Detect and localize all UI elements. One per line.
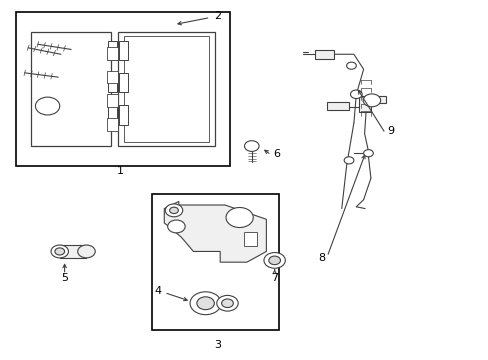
- Text: 8: 8: [317, 252, 324, 262]
- Bar: [326, 103, 348, 111]
- Bar: [107, 118, 118, 131]
- Circle shape: [346, 62, 356, 69]
- Bar: [108, 105, 117, 125]
- Circle shape: [268, 256, 280, 265]
- Text: 1: 1: [117, 166, 124, 176]
- Circle shape: [167, 220, 185, 233]
- Circle shape: [197, 297, 214, 310]
- Bar: [107, 94, 118, 107]
- Circle shape: [350, 90, 362, 99]
- Circle shape: [119, 43, 127, 49]
- Text: 5: 5: [61, 273, 68, 283]
- Circle shape: [221, 299, 233, 307]
- Circle shape: [109, 108, 116, 113]
- Text: 2: 2: [214, 12, 221, 21]
- Circle shape: [165, 204, 183, 217]
- Bar: [60, 245, 86, 258]
- Circle shape: [35, 97, 60, 115]
- Text: 7: 7: [270, 273, 278, 283]
- Bar: [314, 50, 334, 59]
- Bar: [30, 32, 111, 146]
- Text: 6: 6: [273, 149, 280, 159]
- Circle shape: [109, 75, 116, 81]
- Text: 3: 3: [214, 340, 221, 350]
- Circle shape: [55, 248, 64, 255]
- Bar: [119, 41, 127, 60]
- Circle shape: [225, 207, 253, 228]
- Circle shape: [169, 207, 178, 213]
- Circle shape: [78, 245, 95, 258]
- Bar: [107, 47, 118, 60]
- Bar: [108, 41, 117, 60]
- Bar: [119, 105, 127, 125]
- Text: 9: 9: [386, 126, 393, 136]
- Circle shape: [190, 292, 221, 315]
- Circle shape: [363, 150, 372, 157]
- Polygon shape: [358, 96, 385, 112]
- Bar: [244, 232, 256, 246]
- Circle shape: [244, 141, 259, 152]
- Bar: [152, 194, 278, 330]
- Circle shape: [344, 157, 353, 164]
- Circle shape: [109, 43, 116, 49]
- Circle shape: [119, 108, 127, 113]
- Bar: [108, 73, 117, 93]
- Bar: [119, 73, 127, 93]
- Text: 4: 4: [154, 287, 161, 296]
- Bar: [123, 36, 209, 142]
- Bar: [107, 71, 118, 84]
- Circle shape: [264, 252, 285, 268]
- Circle shape: [363, 94, 380, 107]
- Circle shape: [216, 296, 238, 311]
- Circle shape: [119, 75, 127, 81]
- Bar: [16, 12, 229, 166]
- Bar: [118, 32, 215, 146]
- Circle shape: [51, 245, 68, 258]
- Polygon shape: [164, 202, 266, 262]
